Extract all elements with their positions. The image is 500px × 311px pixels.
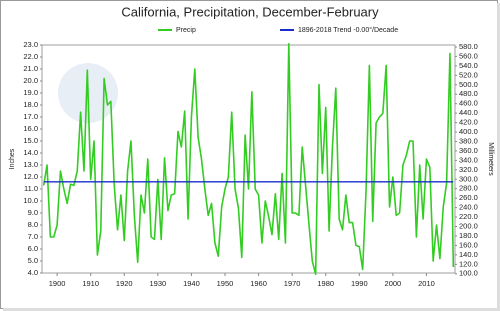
y-tick-label: 8.0 (28, 220, 38, 229)
plot-area (41, 44, 456, 274)
x-tick-label: 1970 (284, 279, 301, 288)
y-tick-label: 17.0 (23, 112, 38, 121)
shadow (497, 3, 500, 308)
y2-tick-label: 540.0 (459, 61, 478, 70)
x-tick-label: 2000 (385, 279, 402, 288)
y2-tick-label: 120.0 (459, 259, 478, 268)
y-tick-label: 12.0 (23, 172, 38, 181)
x-tick-label: 1900 (49, 279, 66, 288)
y2-tick-label: 520.0 (459, 70, 478, 79)
y2-tick-label: 420.0 (459, 118, 478, 127)
y2-tick-label: 300.0 (459, 174, 478, 183)
y2-tick-label: 480.0 (459, 89, 478, 98)
x-tick-label: 1930 (149, 279, 166, 288)
y2-tick-label: 260.0 (459, 193, 478, 202)
y2-tick-label: 240.0 (459, 203, 478, 212)
y-tick-label: 19.0 (23, 88, 38, 97)
y2-tick-label: 280.0 (459, 184, 478, 193)
y-tick-label: 5.0 (28, 256, 38, 265)
y-tick-label: 7.0 (28, 232, 38, 241)
x-tick-label: 1940 (183, 279, 200, 288)
x-tick-label: 1920 (116, 279, 133, 288)
y-axis-label: Inches (9, 148, 16, 169)
x-tick-label: 1910 (82, 279, 99, 288)
x-tick-label: 1980 (317, 279, 334, 288)
y-tick-label: 11.0 (24, 184, 38, 193)
y-tick-label: 20.0 (23, 76, 38, 85)
data-line (42, 43, 455, 275)
y2-tick-label: 400.0 (459, 127, 478, 136)
y-tick-label: 13.0 (23, 160, 38, 169)
y2-tick-label: 580.0 (459, 42, 478, 51)
y2-tick-label: 460.0 (459, 99, 478, 108)
chart-title: California, Precipitation, December-Febr… (121, 4, 379, 19)
y-tick-label: 21.0 (23, 64, 38, 73)
x-tick-label: 1950 (217, 279, 234, 288)
x-tick-label: 2010 (418, 279, 435, 288)
shadow (3, 308, 500, 311)
legend-label: Precip (176, 27, 196, 34)
y2-tick-label: 100.0 (459, 269, 478, 278)
y2-tick-label: 220.0 (459, 212, 478, 221)
y2-tick-label: 380.0 (459, 136, 478, 145)
y2-tick-label: 340.0 (459, 155, 478, 164)
y-tick-label: 16.0 (23, 124, 38, 133)
y2-tick-label: 440.0 (459, 108, 478, 117)
y-tick-label: 9.0 (28, 208, 38, 217)
y2-axis-label: Millimeters (487, 142, 494, 176)
y2-tick-label: 180.0 (459, 231, 478, 240)
y-tick-label: 4.0 (28, 268, 38, 277)
y-tick-label: 6.0 (28, 244, 38, 253)
y-tick-label: 23.0 (23, 40, 38, 49)
y-tick-label: 14.0 (23, 148, 38, 157)
y-tick-label: 10.0 (23, 196, 38, 205)
legend-label: 1896-2018 Trend -0.00°/Decade (298, 26, 398, 34)
x-tick-label: 1990 (351, 279, 368, 288)
y2-tick-label: 360.0 (459, 146, 478, 155)
y-tick-label: 18.0 (23, 100, 38, 109)
y2-tick-label: 560.0 (459, 51, 478, 60)
y2-tick-label: 140.0 (459, 250, 478, 259)
y-tick-label: 22.0 (23, 52, 38, 61)
x-tick-label: 1960 (250, 279, 267, 288)
y2-tick-label: 160.0 (459, 240, 478, 249)
y2-tick-label: 320.0 (459, 165, 478, 174)
y-tick-label: 15.0 (23, 136, 38, 145)
y2-tick-label: 500.0 (459, 80, 478, 89)
y2-tick-label: 200.0 (459, 221, 478, 230)
